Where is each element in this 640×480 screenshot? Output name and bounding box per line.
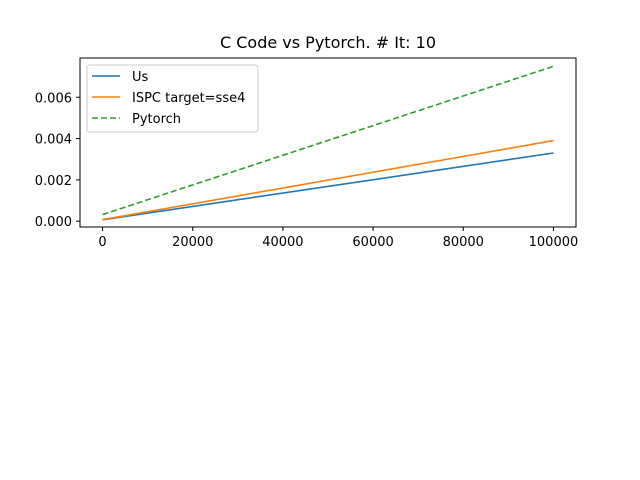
y-tick-label: 0.000: [35, 215, 72, 230]
legend: Us ISPC target=sse4 Pytorch: [86, 64, 259, 133]
y-axis: 0.000 0.002 0.004 0.006: [35, 91, 80, 230]
x-tick-label: 80000: [443, 235, 484, 250]
axes-frame: [79, 57, 577, 228]
series-line-0: [102, 152, 554, 221]
legend-box: [86, 64, 259, 133]
series-line-2: [102, 65, 554, 216]
legend-label-0: Us: [132, 70, 149, 85]
x-axis: 0 20000 40000 60000 80000 100000: [98, 227, 578, 250]
legend-label-1: ISPC target=sse4: [132, 91, 245, 106]
x-tick-label: 60000: [352, 235, 393, 250]
x-tick-label: 20000: [172, 235, 213, 250]
chart-title: C Code vs Pytorch. # It: 10: [220, 33, 436, 52]
y-tick-label: 0.002: [35, 174, 72, 189]
series-line-1: [102, 139, 554, 221]
plot-area: [79, 57, 577, 228]
x-tick-label: 100000: [529, 235, 579, 250]
x-tick-label: 40000: [262, 235, 303, 250]
x-tick-label: 0: [98, 235, 106, 250]
series-layer: [102, 65, 554, 221]
y-tick-label: 0.004: [35, 133, 72, 148]
y-tick-label: 0.006: [35, 91, 72, 106]
legend-label-2: Pytorch: [132, 112, 181, 127]
